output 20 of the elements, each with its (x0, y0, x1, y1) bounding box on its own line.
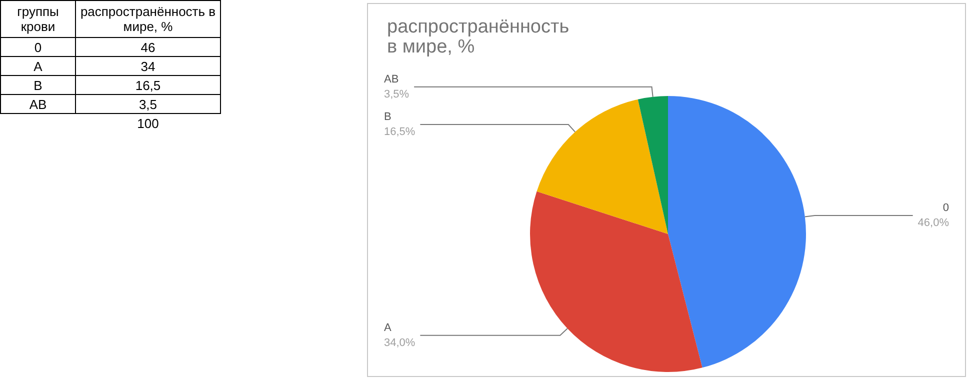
category-label: B (0, 76, 76, 94)
text: 46 (140, 40, 156, 54)
text: группы крови (0, 0, 76, 38)
slice-label: 0 (942, 202, 949, 214)
chart-title: распространённость в мире, % (387, 16, 570, 58)
slice-label: B (384, 111, 392, 124)
category-label: A (0, 56, 76, 76)
data-label: 16,5% (384, 126, 416, 138)
text: 16,5 (135, 78, 161, 92)
category-label: AB (0, 94, 76, 114)
text: 100 (137, 116, 159, 130)
data-label: 46,0% (918, 216, 950, 229)
data-label: 34,0% (384, 336, 416, 349)
text: 3,5 (138, 96, 158, 112)
slice-label: AB (384, 73, 399, 86)
category-label: 0 (0, 38, 76, 56)
slice-label: A (384, 322, 392, 334)
data-label: 3,5% (384, 88, 410, 100)
text: 34 (140, 58, 156, 74)
text: распространённость в мире, % (76, 0, 220, 38)
